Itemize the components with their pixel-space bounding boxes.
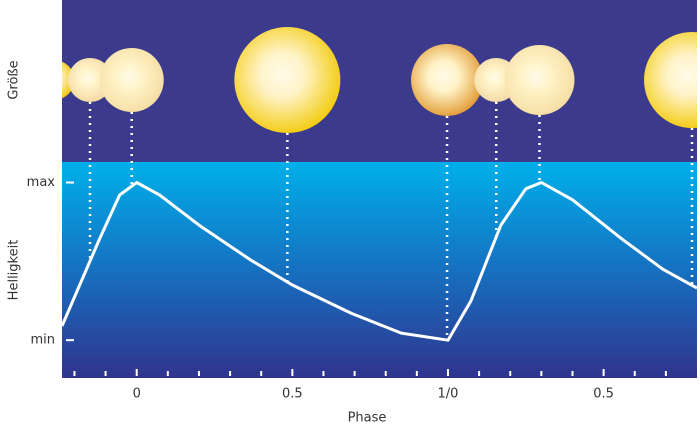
star [504, 45, 575, 115]
plot-area [62, 27, 697, 342]
y-tick-label: min [30, 333, 55, 348]
star [234, 27, 341, 133]
star [99, 48, 164, 112]
size-axis-label: Größe [7, 60, 22, 99]
x-tick-label: 0 [133, 387, 141, 402]
x-tick-label: 0.5 [593, 387, 614, 402]
x-tick-label: 1/0 [438, 387, 459, 402]
star [411, 44, 484, 116]
brightness-curve [62, 181, 697, 342]
y-axis-label: Helligkeit [7, 240, 22, 301]
size-panel [62, 0, 697, 162]
x-tick-label: 0.5 [282, 387, 303, 402]
x-axis-label: Phase [348, 411, 387, 426]
y-tick-label: max [27, 175, 56, 190]
star [68, 58, 113, 102]
brightness-panel [62, 162, 697, 378]
star [644, 32, 697, 128]
